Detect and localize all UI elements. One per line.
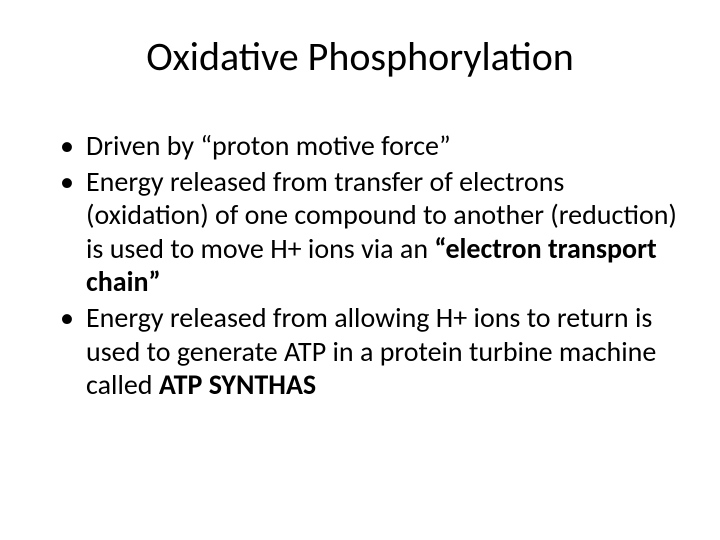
list-item: Energy released from transfer of electro… [66,165,680,299]
slide: Oxidative Phosphorylation Driven by “pro… [0,0,720,540]
bullet-list: Driven by “proton motive force” Energy r… [40,129,680,402]
bullet-text-pre: Driven by “proton motive force” [86,128,451,163]
bullet-text-bold: ATP SYNTHAS [159,367,316,402]
list-item: Driven by “proton motive force” [66,129,680,163]
slide-title: Oxidative Phosphorylation [40,32,680,81]
list-item: Energy released from allowing H+ ions to… [66,301,680,402]
